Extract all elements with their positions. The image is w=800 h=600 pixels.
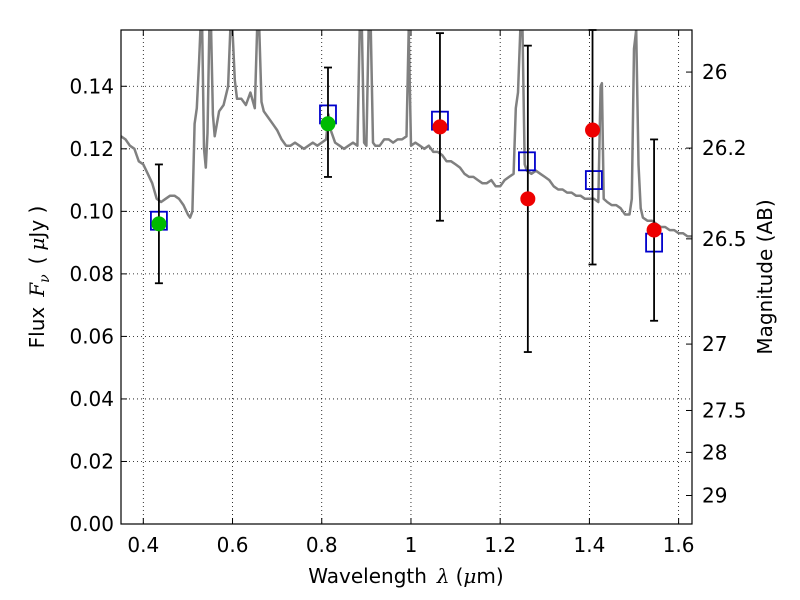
y-tick-label: 0.00 (69, 512, 114, 536)
y-tick-label: 0.14 (69, 74, 114, 98)
y-tick-label: 0.10 (69, 199, 114, 223)
axis-ticks: 0.4 0.6 0.8 1 1.2 1.4 1.6 0.00 0.02 0.04 0.06 0.08 0… (69, 30, 747, 557)
y2-axis-label: Magnitude (AB) (753, 199, 777, 354)
y-tick-label: 0.06 (69, 324, 114, 348)
green-detection-point (151, 216, 167, 232)
x-tick-label: 1.4 (573, 533, 605, 557)
y-axis-label: FluxFν(μJy ) (25, 206, 53, 349)
y2-tick-label: 26.5 (702, 227, 747, 251)
x-tick-label: 1.2 (484, 533, 516, 557)
x-tick-label: 1.6 (663, 533, 695, 557)
y2-tick-label: 27.5 (702, 398, 747, 422)
y2-tick-label: 29 (702, 483, 727, 507)
y2-tick-label: 26 (702, 60, 727, 84)
y2-tick-label: 27 (702, 332, 727, 356)
y2-tick-label: 26.2 (702, 136, 747, 160)
plot-frame (120, 29, 693, 525)
red-detection-point (646, 222, 662, 238)
x-tick-label: 0.6 (217, 533, 249, 557)
spectrum-line (121, 30, 692, 238)
y2-tick-label: 28 (702, 440, 727, 464)
x-tick-label: 1 (405, 533, 418, 557)
red-detection-point (520, 191, 536, 207)
red-detection-point (432, 119, 448, 135)
green-detection-point (320, 116, 336, 132)
y-tick-label: 0.08 (69, 262, 114, 286)
x-tick-label: 0.8 (306, 533, 338, 557)
y-tick-label: 0.12 (69, 137, 114, 161)
errorbar-layer (151, 29, 662, 353)
x-axis-label: Wavelength λ (μm) (308, 564, 503, 588)
y-tick-label: 0.04 (69, 387, 114, 411)
model-square (584, 170, 603, 190)
x-tick-label: 0.4 (127, 533, 159, 557)
y-tick-label: 0.02 (69, 449, 114, 473)
red-detection-point (585, 122, 601, 138)
